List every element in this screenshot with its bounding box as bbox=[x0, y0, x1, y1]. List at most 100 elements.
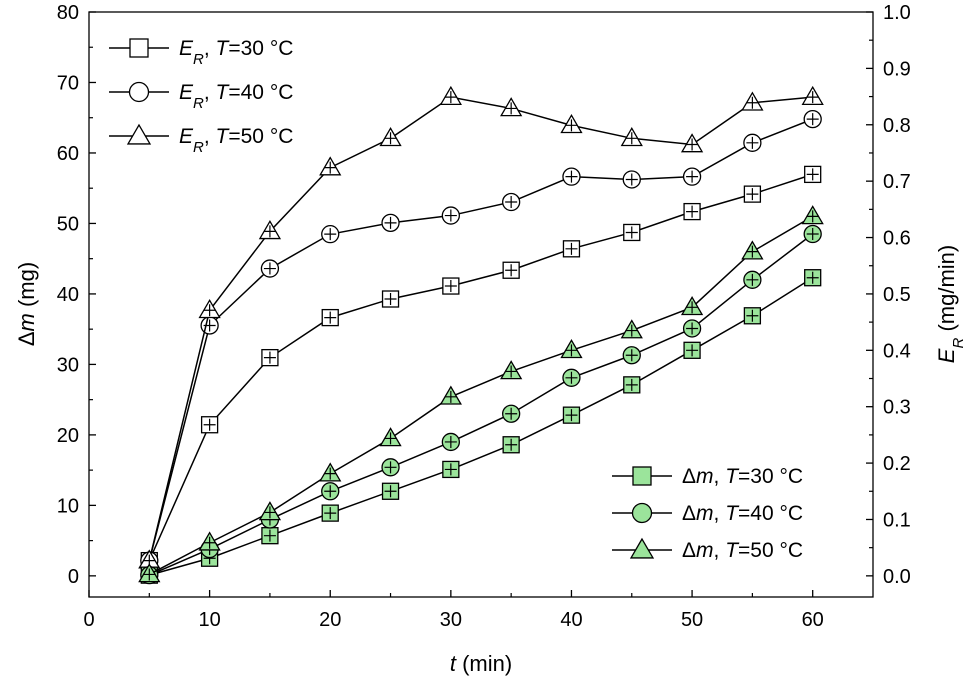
data-point bbox=[803, 109, 822, 129]
series-2 bbox=[138, 85, 824, 569]
y-left-tick-label: 20 bbox=[57, 425, 79, 447]
data-point bbox=[682, 319, 702, 338]
series-layer bbox=[138, 85, 824, 585]
series-0 bbox=[140, 165, 822, 570]
data-point bbox=[622, 346, 641, 365]
data-point bbox=[200, 416, 219, 434]
legend-label: Δm, T=50 °C bbox=[682, 539, 803, 562]
data-point bbox=[319, 462, 342, 482]
data-point bbox=[562, 167, 581, 186]
legend-top-left: ER, T=30 °C ER, T=40 °C ER, T=50 °C bbox=[109, 37, 293, 156]
data-point bbox=[379, 427, 402, 447]
axes-layer: 0 10 20 30 40 50 60 0 10 20 30 40 50 60 70 80 0.0 0.1 0.2 0… bbox=[57, 2, 911, 631]
data-point bbox=[562, 368, 581, 387]
legend-label: Δm, T=40 °C bbox=[682, 502, 803, 525]
data-point bbox=[683, 202, 701, 221]
y-right-axis-title: ER (mg/min) bbox=[934, 245, 967, 363]
data-point bbox=[321, 225, 340, 244]
data-point bbox=[562, 240, 581, 258]
x-tick-label: 60 bbox=[802, 609, 824, 631]
series-line bbox=[149, 233, 814, 576]
data-point bbox=[381, 458, 400, 477]
data-point bbox=[261, 527, 279, 545]
data-point bbox=[138, 563, 161, 583]
x-tick-label: 20 bbox=[319, 609, 341, 631]
series-line bbox=[149, 277, 814, 576]
x-tick-label: 30 bbox=[440, 609, 462, 631]
data-point bbox=[439, 85, 462, 105]
data-point bbox=[500, 97, 523, 117]
data-point bbox=[801, 205, 824, 225]
data-point bbox=[381, 290, 400, 308]
data-point bbox=[623, 376, 641, 394]
data-point bbox=[258, 220, 282, 240]
data-point bbox=[560, 114, 583, 134]
y-left-tick-label: 0 bbox=[68, 566, 79, 588]
data-point bbox=[258, 501, 282, 521]
series-3 bbox=[140, 269, 822, 584]
data-point bbox=[682, 167, 702, 186]
legend-marker bbox=[629, 537, 655, 559]
series-line bbox=[148, 118, 813, 561]
data-point bbox=[502, 261, 520, 279]
legend-marker bbox=[632, 466, 652, 486]
y-left-tick-label: 50 bbox=[57, 213, 79, 235]
data-point bbox=[500, 360, 523, 380]
data-point bbox=[804, 165, 822, 184]
x-tick-label: 40 bbox=[560, 609, 582, 631]
y-left-tick-label: 30 bbox=[57, 354, 79, 376]
data-point bbox=[743, 307, 762, 325]
data-point bbox=[622, 170, 641, 189]
data-point bbox=[560, 339, 583, 359]
x-tick-label: 50 bbox=[681, 609, 703, 631]
data-point bbox=[381, 482, 400, 500]
data-point bbox=[442, 277, 460, 295]
y-right-tick-label: 0.4 bbox=[883, 340, 911, 362]
series-line bbox=[148, 96, 813, 561]
data-point bbox=[623, 223, 641, 242]
data-point bbox=[442, 460, 460, 479]
data-point bbox=[804, 269, 822, 287]
data-point bbox=[803, 224, 822, 244]
legend-marker bbox=[128, 81, 150, 103]
data-point bbox=[620, 319, 643, 339]
data-point bbox=[441, 432, 460, 452]
data-point bbox=[801, 85, 824, 105]
plot-frame bbox=[88, 11, 874, 598]
data-point bbox=[743, 270, 762, 289]
data-point bbox=[741, 91, 764, 111]
data-point bbox=[319, 156, 342, 176]
data-point bbox=[379, 127, 402, 147]
data-point bbox=[562, 406, 581, 424]
data-point bbox=[321, 504, 339, 522]
data-point bbox=[502, 192, 521, 212]
data-point bbox=[743, 185, 762, 203]
y-right-tick-label: 1.0 bbox=[883, 2, 911, 24]
legend-item: ER, T=40 °C bbox=[109, 81, 293, 112]
data-point bbox=[741, 240, 764, 260]
y-right-tick-label: 0.3 bbox=[883, 397, 911, 419]
y-left-tick-label: 10 bbox=[57, 495, 79, 517]
y-right-tick-label: 0.7 bbox=[883, 171, 911, 193]
data-point bbox=[680, 133, 704, 153]
legend-item: Δm, T=40 °C bbox=[612, 502, 803, 525]
data-point bbox=[381, 213, 400, 233]
data-point bbox=[261, 348, 279, 367]
series-1 bbox=[140, 109, 822, 570]
x-tick-label: 0 bbox=[83, 609, 94, 631]
y-right-tick-label: 0.9 bbox=[883, 58, 911, 80]
y-right-tick-label: 0.0 bbox=[883, 566, 911, 588]
y-left-tick-label: 60 bbox=[57, 143, 79, 165]
series-line bbox=[148, 173, 813, 561]
data-point bbox=[441, 206, 460, 225]
data-point bbox=[680, 296, 704, 316]
y-right-tick-label: 0.2 bbox=[883, 453, 911, 475]
data-point bbox=[321, 482, 340, 501]
legend-label: ER, T=50 °C bbox=[179, 125, 293, 156]
x-axis-title: t (min) bbox=[450, 651, 512, 676]
legend-marker bbox=[129, 38, 149, 58]
y-right-tick-label: 0.5 bbox=[883, 284, 911, 306]
legend-marker bbox=[126, 123, 152, 145]
data-point bbox=[683, 341, 701, 359]
data-point bbox=[198, 531, 221, 551]
